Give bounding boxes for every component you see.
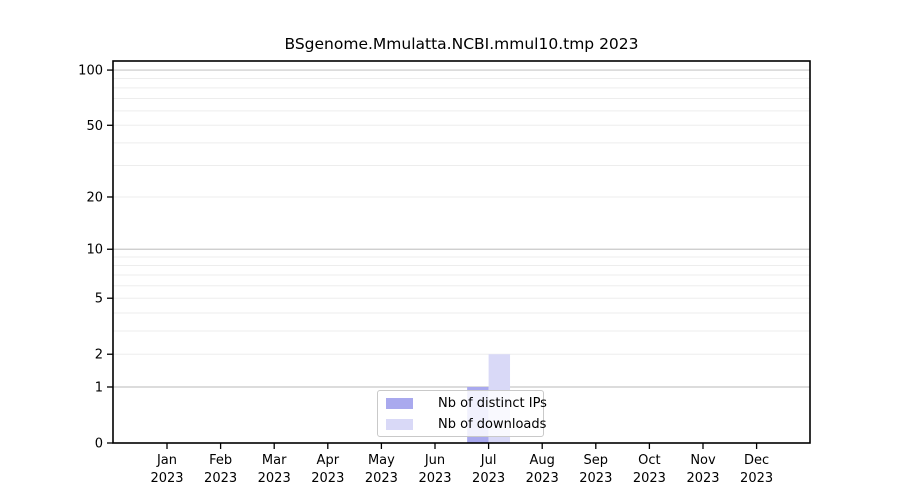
x-tick-label-year: 2023 [579, 471, 612, 486]
x-tick-label-month: Feb [209, 453, 232, 468]
y-tick-label: 100 [78, 64, 103, 79]
x-tick-label-year: 2023 [258, 471, 291, 486]
x-tick-label-year: 2023 [526, 471, 559, 486]
x-tick-label-year: 2023 [365, 471, 398, 486]
x-tick-label-year: 2023 [633, 471, 666, 486]
x-tick-label-month: Jun [424, 453, 445, 468]
legend: Nb of distinct IPs Nb of downloads [377, 390, 547, 437]
x-tick-label-year: 2023 [418, 471, 451, 486]
x-tick-label-month: Apr [317, 453, 340, 468]
x-tick-label-month: Sep [584, 453, 609, 468]
x-tick-label-month: Mar [262, 453, 287, 468]
x-tick-label-month: May [368, 453, 395, 468]
x-tick-label-month: Aug [530, 453, 555, 468]
legend-label-distinct-ips: Nb of distinct IPs [438, 395, 547, 411]
y-tick-label: 0 [95, 437, 103, 452]
legend-swatch-distinct-ips [386, 397, 413, 409]
plot-spines [112, 60, 811, 444]
y-tick-label: 50 [86, 119, 103, 134]
legend-label-downloads: Nb of downloads [438, 416, 547, 432]
y-tick-label: 10 [86, 243, 103, 258]
legend-row-distinct-ips: Nb of distinct IPs [386, 393, 547, 414]
x-tick-label-year: 2023 [686, 471, 719, 486]
x-tick-label-month: Jan [156, 453, 177, 468]
y-tick-label: 20 [86, 190, 103, 205]
x-tick-label-month: Dec [744, 453, 769, 468]
x-tick-label-year: 2023 [740, 471, 773, 486]
x-tick-label-year: 2023 [150, 471, 183, 486]
chart-title: BSgenome.Mmulatta.NCBI.mmul10.tmp 2023 [284, 35, 639, 53]
x-tick-label-month: Nov [690, 453, 716, 468]
x-tick-label-year: 2023 [472, 471, 505, 486]
x-tick-label-month: Jul [480, 453, 497, 468]
y-tick-label: 2 [95, 348, 103, 363]
legend-swatch-downloads [386, 418, 413, 430]
y-tick-label: 1 [95, 380, 103, 395]
y-tick-label: 5 [95, 292, 103, 307]
x-tick-label-year: 2023 [204, 471, 237, 486]
legend-row-downloads: Nb of downloads [386, 414, 547, 435]
x-tick-label-month: Oct [638, 453, 660, 468]
x-tick-label-year: 2023 [311, 471, 344, 486]
